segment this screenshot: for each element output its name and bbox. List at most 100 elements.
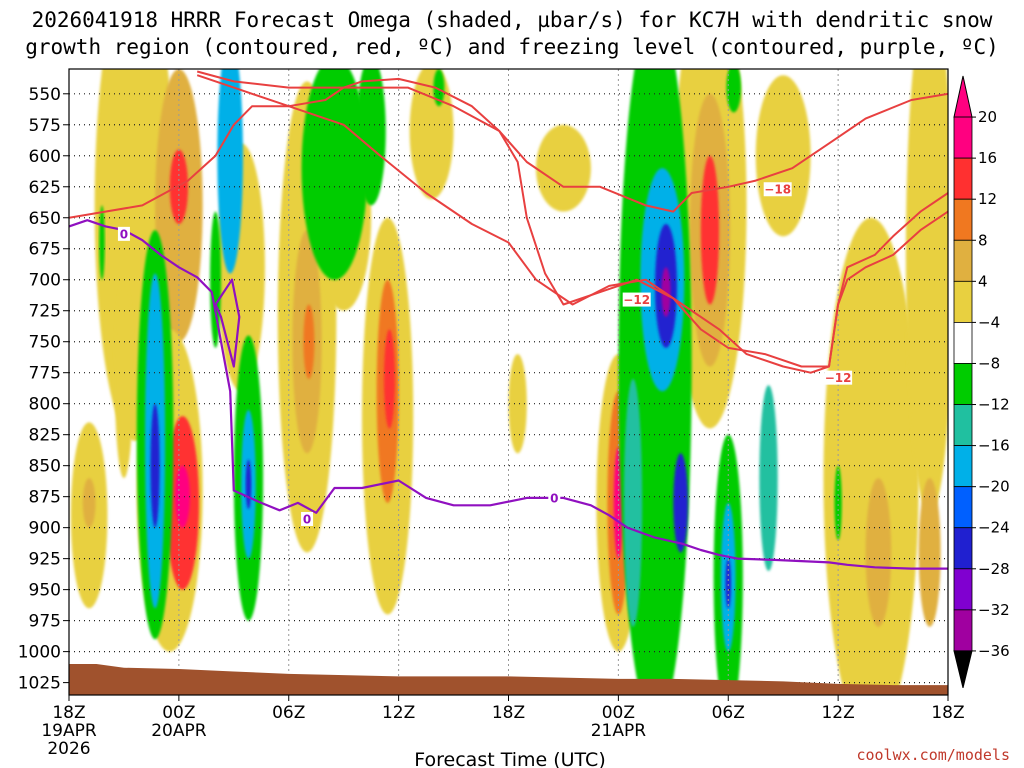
y-tick-label-5: 675 — [29, 240, 61, 260]
colorbar-top-arrow — [953, 75, 973, 118]
colorbar-label-10: −24 — [978, 519, 1010, 537]
y-tick-label-1: 575 — [29, 116, 61, 136]
omega-cell-55 — [726, 69, 742, 113]
y-tick-label-12: 850 — [29, 457, 61, 477]
dgz-label-2: −12 — [825, 371, 852, 385]
colorbar-bin-9 — [953, 486, 973, 529]
colorbar-label-3: 8 — [978, 231, 988, 249]
x-tick-label-3: 12Z — [382, 703, 415, 723]
colorbar-label-11: −28 — [978, 560, 1010, 578]
omega-cell-35 — [150, 403, 160, 528]
colorbar-bin-4 — [953, 280, 973, 323]
y-tick-label-10: 800 — [29, 395, 61, 415]
grid-lines — [69, 69, 948, 695]
omega-cell-31 — [918, 478, 941, 627]
dgz-contour-upper — [196, 70, 948, 213]
omega-cell-32 — [99, 205, 105, 280]
omega-cell-27 — [755, 75, 811, 237]
colorbar-label-0: 20 — [978, 108, 997, 126]
dgz-contour-minus18 — [196, 74, 948, 374]
omega-cell-39 — [217, 69, 243, 274]
omega-cell-41 — [301, 69, 368, 280]
chart-title-line-2: growth region (contoured, red, ºC) and f… — [25, 35, 999, 59]
omega-cell-5 — [175, 465, 190, 528]
omega-cell-30 — [905, 69, 948, 516]
omega-cell-12 — [303, 304, 315, 379]
omega-cell-19 — [535, 124, 591, 212]
colorbar-bin-12 — [953, 609, 973, 652]
omega-cell-38 — [245, 459, 252, 510]
colorbar-label-1: 16 — [978, 149, 997, 167]
x-tick-label-7: 12Z — [821, 703, 854, 723]
y-tick-label-8: 750 — [29, 333, 61, 353]
colorbar-label-4: 4 — [978, 272, 988, 290]
dgz-label-0: −18 — [764, 183, 791, 197]
y-tick-label-13: 875 — [29, 488, 61, 508]
colorbar-bin-7 — [953, 404, 973, 446]
y-tick-label-19: 1025 — [18, 674, 61, 694]
fzl-label-bg-2 — [548, 490, 561, 505]
colorbar-label-8: −16 — [978, 437, 1010, 455]
y-tick-label-11: 825 — [29, 426, 61, 446]
omega-cell-49 — [623, 378, 643, 627]
omega-cell-48 — [673, 453, 688, 553]
y-tick-label-18: 1000 — [18, 643, 61, 663]
dgz-label-bg-2 — [824, 370, 853, 385]
terrain-fill — [69, 664, 948, 695]
colorbar-bin-0 — [953, 116, 973, 159]
dgz-label-bg-1 — [622, 292, 651, 307]
colorbar-label-7: −12 — [978, 396, 1010, 414]
x-tick-label-8: 18Z — [931, 703, 964, 723]
colorbar-bin-11 — [953, 568, 973, 611]
omega-shading — [70, 69, 948, 695]
y-tick-label-14: 900 — [29, 519, 61, 539]
colorbar-label-12: −32 — [978, 601, 1010, 619]
y-tick-label-15: 925 — [29, 550, 61, 570]
x-tick-sublabel-1-0: 20APR — [151, 721, 207, 741]
colorbar-bin-10 — [953, 527, 973, 570]
x-tick-label-5: 00Z — [602, 703, 635, 723]
chart-title-line-1: 2026041918 HRRR Forecast Omega (shaded, … — [32, 8, 993, 32]
y-tick-label-2: 600 — [29, 147, 61, 167]
omega-cell-40 — [210, 211, 221, 348]
colorbar-bin-1 — [953, 157, 973, 200]
y-tick-label-16: 950 — [29, 581, 61, 601]
x-tick-sublabel-0-1: 2026 — [47, 739, 90, 759]
colorbar-label-2: 12 — [978, 190, 997, 208]
omega-cell-52 — [725, 558, 731, 609]
colorbar-bin-5 — [953, 321, 973, 364]
fzl-label-bg-0 — [117, 226, 130, 241]
colorbar-label-5: −4 — [978, 313, 1000, 331]
x-tick-sublabel-0-0: 19APR — [41, 721, 97, 741]
colorbar-bin-3 — [953, 239, 973, 282]
fzl-label-bg-1 — [301, 511, 314, 526]
freezing-level-loop — [214, 278, 241, 368]
x-tick-sublabel-5-0: 21APR — [591, 721, 647, 741]
x-tick-label-2: 06Z — [272, 703, 305, 723]
y-tick-label-4: 650 — [29, 209, 61, 229]
colorbar: 20 16 12 8 4 −4 −8 −12 −16 −20 −24 −28 −32 −36 — [953, 75, 1010, 689]
colorbar-label-9: −20 — [978, 478, 1010, 496]
omega-cell-2 — [169, 149, 189, 224]
plot-area: −18 −12 −12 0 0 0 — [68, 68, 949, 696]
y-tick-label-7: 725 — [29, 302, 61, 322]
credit-text: coolwx.com/models — [856, 746, 1010, 764]
x-tick-label-4: 18Z — [492, 703, 525, 723]
y-axis: 550 575 600 625 650 675 700 725 750 775 800 825 850 8… — [18, 85, 69, 694]
fzl-label-2: 0 — [550, 491, 558, 505]
colorbar-bin-2 — [953, 198, 973, 241]
colorbar-bin-6 — [953, 363, 973, 405]
omega-cell-7 — [82, 478, 96, 528]
colorbar-label-13: −36 — [978, 642, 1010, 660]
omega-cell-18 — [508, 354, 527, 454]
colorbar-bottom-arrow — [953, 650, 973, 689]
omega-cell-26 — [700, 155, 720, 305]
omega-cell-54 — [834, 465, 842, 541]
y-tick-label-6: 700 — [29, 271, 61, 291]
omega-cell-42 — [356, 69, 386, 206]
x-tick-label-6: 06Z — [712, 703, 745, 723]
fzl-label-1: 0 — [303, 512, 311, 526]
freezing-level-contour — [69, 219, 948, 570]
